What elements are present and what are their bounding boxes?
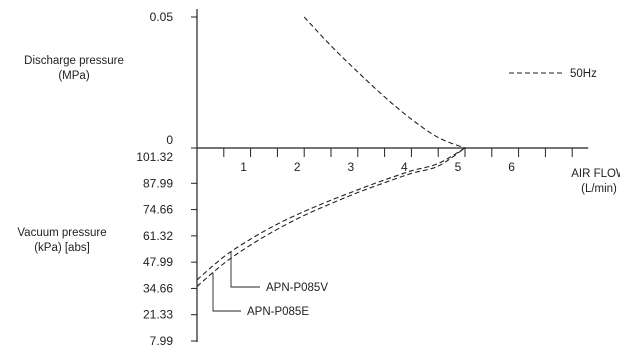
x-tick-label: 3	[347, 160, 354, 174]
callout-label-apn-p085e: APN-P085E	[247, 306, 309, 318]
upper-y-tick-label: 0.05	[150, 10, 174, 24]
lower-y-tick-label: 7.99	[150, 334, 174, 348]
lower-y-tick-label: 87.99	[143, 176, 173, 190]
legend: 50Hz	[509, 68, 597, 80]
upper-y-tick-label: 0	[166, 133, 173, 147]
legend-label: 50Hz	[570, 68, 597, 80]
x-tick-label: 4	[401, 160, 408, 174]
lower-y-axis-title-line1: Vacuum pressure	[17, 227, 106, 239]
lower-y-axis-title-line2: (kPa) [abs]	[34, 242, 90, 254]
callout-leader-apn-p085e	[212, 272, 241, 312]
x-axis-title-line2: (L/min)	[581, 183, 617, 195]
lower-y-tick-label: 34.66	[143, 281, 173, 295]
axes	[196, 9, 589, 342]
x-tick-label: 2	[294, 160, 301, 174]
x-axis-title-line1: AIR FLOW	[571, 168, 620, 180]
lower-y-tick-label: 61.32	[143, 229, 173, 243]
lower-y-tick-label: 21.33	[143, 308, 173, 322]
upper-y-axis-title-line1: Discharge pressure	[24, 55, 124, 67]
x-tick-label: 1	[240, 160, 247, 174]
curve-50hz	[303, 16, 466, 149]
x-axis-label: AIR FLOW (L/min)	[571, 168, 620, 195]
upper-y-axis-label: Discharge pressure (MPa)	[24, 55, 124, 82]
callout-label-apn-p085v: APN-P085V	[266, 282, 328, 294]
callouts: APN-P085V APN-P085E	[212, 252, 328, 318]
curve-apn-p085e	[196, 147, 466, 287]
lower-y-tick-label: 101.32	[136, 150, 173, 164]
curve-apn-p085v	[196, 147, 466, 281]
x-tick-label: 5	[455, 160, 462, 174]
ticks: 0.050101.3287.9974.6661.3247.9934.6621.3…	[136, 10, 573, 348]
lower-y-tick-label: 47.99	[143, 255, 173, 269]
lower-y-tick-label: 74.66	[143, 203, 173, 217]
upper-y-axis-title-line2: (MPa)	[58, 70, 89, 82]
lower-y-axis-label: Vacuum pressure (kPa) [abs]	[17, 227, 106, 254]
callout-leader-apn-p085v	[230, 252, 260, 288]
curves	[196, 16, 466, 287]
x-tick-label: 6	[508, 160, 515, 174]
